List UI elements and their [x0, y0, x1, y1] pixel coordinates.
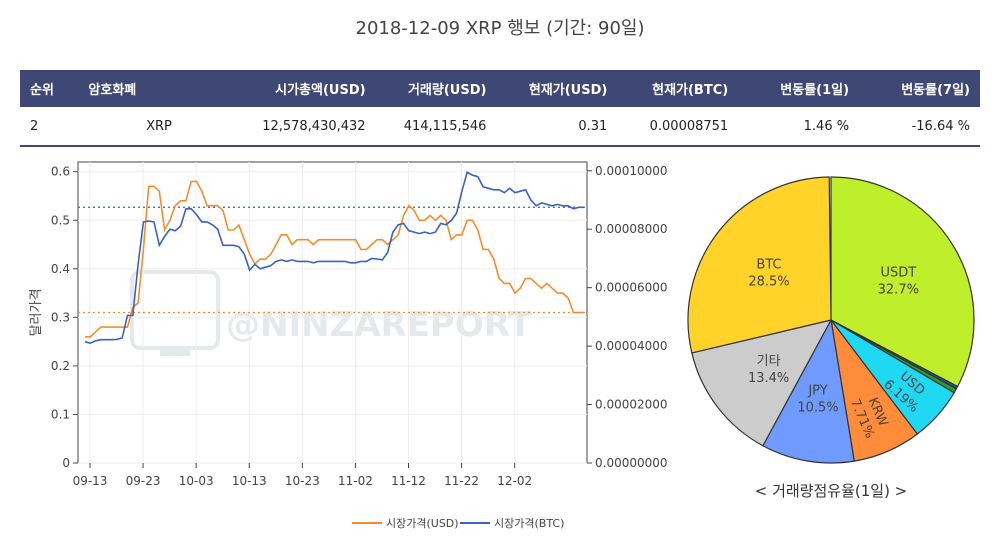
- coin-info-table: 순위 암호화폐 시가총액(USD) 거래량(USD) 현재가(USD) 현재가(…: [20, 70, 980, 147]
- watermark-stand-icon: [160, 348, 190, 356]
- pie-label-group: USDT 32.7%: [878, 265, 919, 297]
- pie-slice-jpy: [762, 318, 855, 464]
- header-market-cap: 시가총액(USD): [239, 70, 376, 107]
- y-axis-title: 달러가격: [29, 289, 44, 337]
- header-price-usd: 현재가(USD): [496, 70, 618, 107]
- pie-label-group: 기타 13.4%: [748, 354, 789, 386]
- header-change-7d: 변동률(7일): [859, 70, 980, 107]
- x-tick-label: 11-12: [391, 474, 426, 488]
- pie-label: 기타: [757, 354, 781, 369]
- y-tick-label: 0.6: [51, 165, 70, 179]
- pie-label: BTC: [756, 258, 781, 273]
- pie-label: USDT: [880, 265, 916, 280]
- series-line-usd: [85, 180, 584, 338]
- pie-label: JPY: [807, 384, 827, 399]
- x-tick-label: 11-02: [338, 474, 373, 488]
- watermark: @NINZAREPORT: [130, 270, 532, 356]
- watermark-text: @NINZAREPORT: [226, 305, 532, 345]
- x-tick-label: 09-23: [126, 474, 161, 488]
- y2-tick-label: 0.00002000: [595, 398, 668, 412]
- cell-price-usd: 0.31: [496, 107, 618, 147]
- header-change-1d: 변동률(1일): [738, 70, 860, 107]
- cell-rank: 2: [20, 107, 79, 147]
- table-row: 2 XRP 12,578,430,432 414,115,546 0.31 0.…: [20, 107, 980, 147]
- pie-slice-기타: [691, 319, 833, 447]
- cell-price-btc: 0.00008751: [617, 107, 739, 147]
- pie-value-label: 28.5%: [748, 275, 789, 290]
- header-volume: 거래량(USD): [375, 70, 497, 107]
- x-tick-label: 09-13: [73, 474, 108, 488]
- y-tick-label: 0.2: [51, 359, 70, 373]
- y2-tick-label: 0.00004000: [595, 339, 668, 353]
- legend-label-usd: 시장가격(USD): [386, 517, 459, 530]
- pie-value-label: 13.4%: [748, 371, 789, 386]
- pie-caption: < 거래량점유율(1일) >: [754, 482, 908, 500]
- x-tick-label: 10-03: [179, 474, 214, 488]
- y2-tick-label: 0.00008000: [595, 222, 668, 236]
- page-title: 2018-12-09 XRP 행보 (기간: 90일): [355, 18, 645, 39]
- pie-slice-btc: [687, 176, 832, 354]
- y-tick-label: 0.5: [51, 213, 70, 227]
- pie-label-group: BTC 28.5%: [748, 258, 789, 290]
- y2-tick-label: 0.00000000: [595, 456, 668, 470]
- x-tick-label: 11-22: [444, 474, 479, 488]
- cell-volume: 414,115,546: [375, 107, 497, 147]
- x-tick-label: 12-02: [497, 474, 532, 488]
- cell-change-7d: -16.64 %: [859, 107, 980, 147]
- pie-value-label: 10.5%: [797, 401, 838, 416]
- y-tick-label: 0.3: [51, 310, 70, 324]
- cell-market-cap: 12,578,430,432: [239, 107, 376, 147]
- cell-change-1d: 1.46 %: [738, 107, 860, 147]
- y-tick-label: 0.4: [51, 262, 70, 276]
- header-price-btc: 현재가(BTC): [617, 70, 739, 107]
- y-tick-label: 0.1: [51, 407, 70, 421]
- series-line-btc: [84, 171, 584, 345]
- header-coin: 암호화폐: [78, 70, 240, 107]
- legend-label-btc: 시장가격(BTC): [494, 517, 564, 530]
- header-rank: 순위: [20, 70, 79, 107]
- cell-coin: XRP: [78, 107, 240, 147]
- x-tick-label: 10-13: [232, 474, 267, 488]
- y-tick-label: 0: [62, 456, 70, 470]
- pie-value-label: 32.7%: [878, 282, 919, 297]
- y2-tick-label: 0.00006000: [595, 281, 668, 295]
- y2-tick-label: 0.00010000: [595, 164, 668, 178]
- pie-slice-usdt: [830, 176, 975, 388]
- table-header-row: 순위 암호화폐 시가총액(USD) 거래량(USD) 현재가(USD) 현재가(…: [20, 70, 980, 107]
- pie-label-group: JPY 10.5%: [797, 384, 838, 416]
- x-tick-label: 10-23: [285, 474, 320, 488]
